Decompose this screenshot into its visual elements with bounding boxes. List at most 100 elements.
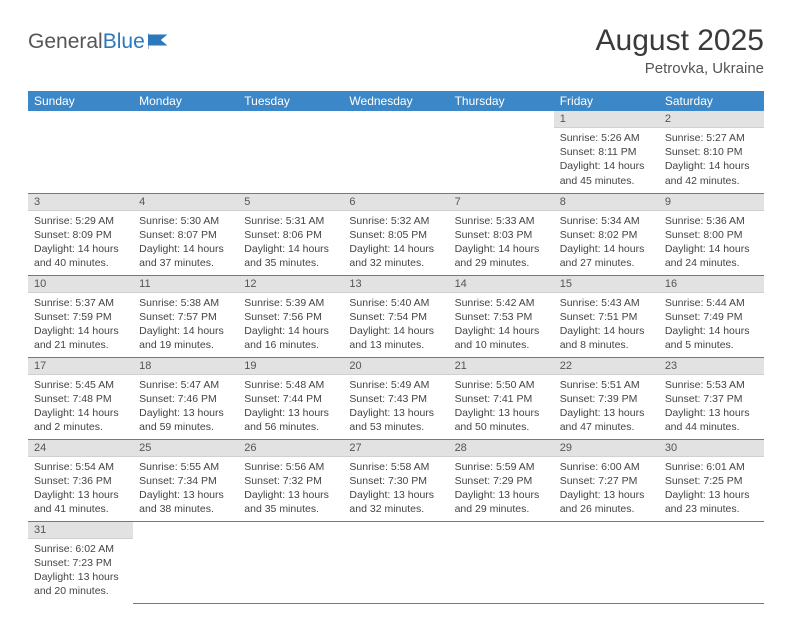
sunset-line: Sunset: 8:03 PM — [455, 228, 548, 242]
daylight-line: Daylight: 14 hours and 21 minutes. — [34, 324, 127, 352]
weekday-header: Wednesday — [343, 91, 448, 111]
calendar-cell-empty — [343, 521, 448, 603]
day-details: Sunrise: 5:26 AMSunset: 8:11 PMDaylight:… — [554, 128, 659, 192]
sunrise-line: Sunrise: 5:47 AM — [139, 378, 232, 392]
day-details: Sunrise: 6:02 AMSunset: 7:23 PMDaylight:… — [28, 539, 133, 603]
calendar-row: 3Sunrise: 5:29 AMSunset: 8:09 PMDaylight… — [28, 193, 764, 275]
day-details: Sunrise: 5:53 AMSunset: 7:37 PMDaylight:… — [659, 375, 764, 439]
sunrise-line: Sunrise: 5:34 AM — [560, 214, 653, 228]
daylight-line: Daylight: 14 hours and 40 minutes. — [34, 242, 127, 270]
calendar-cell: 17Sunrise: 5:45 AMSunset: 7:48 PMDayligh… — [28, 357, 133, 439]
daylight-line: Daylight: 14 hours and 8 minutes. — [560, 324, 653, 352]
sunset-line: Sunset: 8:00 PM — [665, 228, 758, 242]
day-number: 16 — [659, 276, 764, 293]
day-number: 1 — [554, 111, 659, 128]
day-details: Sunrise: 5:45 AMSunset: 7:48 PMDaylight:… — [28, 375, 133, 439]
day-details: Sunrise: 5:36 AMSunset: 8:00 PMDaylight:… — [659, 211, 764, 275]
calendar-cell-empty — [449, 111, 554, 193]
sunrise-line: Sunrise: 5:53 AM — [665, 378, 758, 392]
daylight-line: Daylight: 14 hours and 24 minutes. — [665, 242, 758, 270]
day-details: Sunrise: 5:54 AMSunset: 7:36 PMDaylight:… — [28, 457, 133, 521]
day-details: Sunrise: 5:29 AMSunset: 8:09 PMDaylight:… — [28, 211, 133, 275]
calendar-cell: 13Sunrise: 5:40 AMSunset: 7:54 PMDayligh… — [343, 275, 448, 357]
sunset-line: Sunset: 7:25 PM — [665, 474, 758, 488]
day-number: 18 — [133, 358, 238, 375]
day-number: 6 — [343, 194, 448, 211]
day-number: 13 — [343, 276, 448, 293]
sunset-line: Sunset: 8:05 PM — [349, 228, 442, 242]
calendar-cell: 4Sunrise: 5:30 AMSunset: 8:07 PMDaylight… — [133, 193, 238, 275]
sunset-line: Sunset: 7:57 PM — [139, 310, 232, 324]
day-details: Sunrise: 5:42 AMSunset: 7:53 PMDaylight:… — [449, 293, 554, 357]
sunset-line: Sunset: 7:43 PM — [349, 392, 442, 406]
sunset-line: Sunset: 7:39 PM — [560, 392, 653, 406]
day-details: Sunrise: 5:31 AMSunset: 8:06 PMDaylight:… — [238, 211, 343, 275]
sunrise-line: Sunrise: 5:33 AM — [455, 214, 548, 228]
sunset-line: Sunset: 7:34 PM — [139, 474, 232, 488]
day-details: Sunrise: 5:34 AMSunset: 8:02 PMDaylight:… — [554, 211, 659, 275]
day-details: Sunrise: 5:51 AMSunset: 7:39 PMDaylight:… — [554, 375, 659, 439]
calendar-cell: 6 Sunrise: 5:32 AMSunset: 8:05 PMDaylight… — [343, 193, 448, 275]
calendar-cell-empty — [343, 111, 448, 193]
sunrise-line: Sunrise: 5:50 AM — [455, 378, 548, 392]
sunset-line: Sunset: 7:30 PM — [349, 474, 442, 488]
weekday-header: Thursday — [449, 91, 554, 111]
sunrise-line: Sunrise: 5:42 AM — [455, 296, 548, 310]
day-number: 29 — [554, 440, 659, 457]
day-number: 20 — [343, 358, 448, 375]
logo-text-2: Blue — [103, 30, 145, 54]
sunset-line: Sunset: 8:09 PM — [34, 228, 127, 242]
sunrise-line: Sunrise: 6:00 AM — [560, 460, 653, 474]
calendar-cell: 3Sunrise: 5:29 AMSunset: 8:09 PMDaylight… — [28, 193, 133, 275]
calendar-cell: 1Sunrise: 5:26 AMSunset: 8:11 PMDaylight… — [554, 111, 659, 193]
sunrise-line: Sunrise: 5:45 AM — [34, 378, 127, 392]
sunset-line: Sunset: 7:53 PM — [455, 310, 548, 324]
sunset-line: Sunset: 8:07 PM — [139, 228, 232, 242]
sunset-line: Sunset: 7:59 PM — [34, 310, 127, 324]
calendar-row: 17Sunrise: 5:45 AMSunset: 7:48 PMDayligh… — [28, 357, 764, 439]
day-details: Sunrise: 5:39 AMSunset: 7:56 PMDaylight:… — [238, 293, 343, 357]
weekday-header: Monday — [133, 91, 238, 111]
flag-icon — [148, 33, 170, 49]
calendar-cell: 14Sunrise: 5:42 AMSunset: 7:53 PMDayligh… — [449, 275, 554, 357]
calendar-row: 10Sunrise: 5:37 AMSunset: 7:59 PMDayligh… — [28, 275, 764, 357]
daylight-line: Daylight: 14 hours and 32 minutes. — [349, 242, 442, 270]
day-number: 4 — [133, 194, 238, 211]
day-number: 22 — [554, 358, 659, 375]
day-details: Sunrise: 5:59 AMSunset: 7:29 PMDaylight:… — [449, 457, 554, 521]
daylight-line: Daylight: 13 hours and 23 minutes. — [665, 488, 758, 516]
sunrise-line: Sunrise: 5:29 AM — [34, 214, 127, 228]
sunrise-line: Sunrise: 5:32 AM — [349, 214, 442, 228]
daylight-line: Daylight: 14 hours and 42 minutes. — [665, 159, 758, 187]
daylight-line: Daylight: 14 hours and 37 minutes. — [139, 242, 232, 270]
day-number: 31 — [28, 522, 133, 539]
day-number: 15 — [554, 276, 659, 293]
daylight-line: Daylight: 14 hours and 16 minutes. — [244, 324, 337, 352]
calendar-cell: 8Sunrise: 5:34 AMSunset: 8:02 PMDaylight… — [554, 193, 659, 275]
weekday-header: Sunday — [28, 91, 133, 111]
calendar-cell-empty — [554, 521, 659, 603]
day-details: Sunrise: 5:44 AMSunset: 7:49 PMDaylight:… — [659, 293, 764, 357]
calendar-table: SundayMondayTuesdayWednesdayThursdayFrid… — [28, 91, 764, 604]
sunrise-line: Sunrise: 5:54 AM — [34, 460, 127, 474]
weekday-header: Tuesday — [238, 91, 343, 111]
sunset-line: Sunset: 7:27 PM — [560, 474, 653, 488]
day-details: Sunrise: 5:49 AMSunset: 7:43 PMDaylight:… — [343, 375, 448, 439]
calendar-cell: 26Sunrise: 5:56 AMSunset: 7:32 PMDayligh… — [238, 439, 343, 521]
calendar-cell: 22Sunrise: 5:51 AMSunset: 7:39 PMDayligh… — [554, 357, 659, 439]
daylight-line: Daylight: 14 hours and 2 minutes. — [34, 406, 127, 434]
sunset-line: Sunset: 7:46 PM — [139, 392, 232, 406]
sunrise-line: Sunrise: 5:44 AM — [665, 296, 758, 310]
weekday-header: Saturday — [659, 91, 764, 111]
daylight-line: Daylight: 14 hours and 19 minutes. — [139, 324, 232, 352]
day-details: Sunrise: 5:33 AMSunset: 8:03 PMDaylight:… — [449, 211, 554, 275]
day-details: Sunrise: 5:43 AMSunset: 7:51 PMDaylight:… — [554, 293, 659, 357]
day-details: Sunrise: 5:50 AMSunset: 7:41 PMDaylight:… — [449, 375, 554, 439]
sunrise-line: Sunrise: 5:26 AM — [560, 131, 653, 145]
daylight-line: Daylight: 13 hours and 56 minutes. — [244, 406, 337, 434]
sunrise-line: Sunrise: 5:40 AM — [349, 296, 442, 310]
sunrise-line: Sunrise: 5:49 AM — [349, 378, 442, 392]
calendar-cell: 27Sunrise: 5:58 AMSunset: 7:30 PMDayligh… — [343, 439, 448, 521]
sunrise-line: Sunrise: 5:39 AM — [244, 296, 337, 310]
sunrise-line: Sunrise: 5:27 AM — [665, 131, 758, 145]
